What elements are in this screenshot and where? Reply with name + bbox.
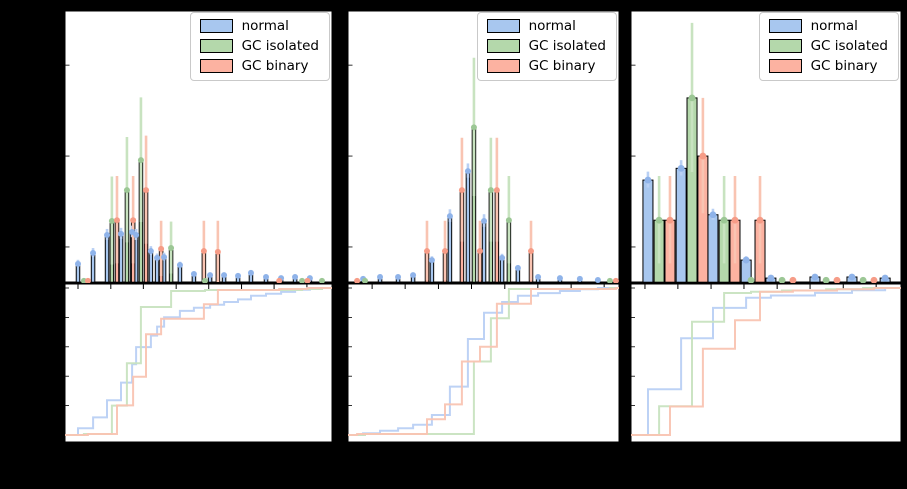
legend-label: GC binary: [241, 58, 309, 75]
legend-label: normal: [810, 18, 858, 34]
legend-item: normal: [486, 18, 606, 34]
legend-item: GC isolated: [199, 38, 319, 55]
legend-item: GC binary: [199, 58, 319, 75]
legend-swatch-icon: [486, 19, 520, 34]
subplot-column-3: normal GC isolated GC binary: [630, 10, 902, 443]
legend-swatch-icon: [199, 59, 233, 74]
legend-swatch-icon: [768, 59, 802, 74]
legend-label: normal: [241, 18, 289, 34]
cdf-svg-p3: [630, 283, 902, 443]
legend-swatch-icon: [768, 39, 802, 54]
cdf-svg-p1: [64, 283, 333, 443]
legend-label: GC isolated: [241, 38, 319, 55]
subplot-column-2: normal GC isolated GC binary: [347, 10, 620, 443]
legend-item: GC binary: [768, 58, 888, 75]
legend-swatch-icon: [486, 59, 520, 74]
legend-label: GC isolated: [810, 38, 888, 55]
legend-item: GC binary: [486, 58, 606, 75]
legend-item: GC isolated: [768, 38, 888, 55]
legend-label: GC binary: [810, 58, 878, 75]
legend: normal GC isolated GC binary: [758, 12, 899, 81]
legend-swatch-icon: [486, 39, 520, 54]
legend-item: normal: [199, 18, 319, 34]
legend-label: GC binary: [528, 58, 596, 75]
legend-swatch-icon: [768, 19, 802, 34]
cdf-svg-p2: [347, 283, 620, 443]
legend: normal GC isolated GC binary: [189, 12, 330, 81]
legend-swatch-icon: [199, 19, 233, 34]
legend-label: normal: [528, 18, 576, 34]
legend-swatch-icon: [199, 39, 233, 54]
legend-label: GC isolated: [528, 38, 606, 55]
subplot-column-1: normal GC isolated GC binary: [64, 10, 333, 443]
legend: normal GC isolated GC binary: [476, 12, 617, 81]
legend-item: normal: [768, 18, 888, 34]
legend-item: GC isolated: [486, 38, 606, 55]
